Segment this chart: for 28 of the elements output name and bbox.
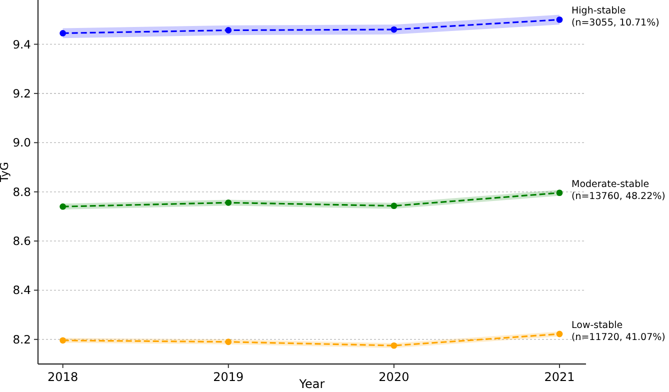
y-axis-title: TyG <box>0 162 11 184</box>
point <box>390 26 398 33</box>
series-label: Low-stable (n=11720, 41.07%) <box>572 320 666 343</box>
y-tick-label: 8.4 <box>12 283 31 298</box>
point <box>225 27 232 34</box>
y-tick-label: 9.4 <box>12 37 31 52</box>
x-tick-label: 2019 <box>213 370 244 384</box>
series-label: Moderate-stable (n=13760, 48.22%) <box>572 178 666 202</box>
y-tick-label: 9.2 <box>12 86 31 100</box>
x-tick-label: 2021 <box>544 370 575 384</box>
y-tick-label: 9.0 <box>12 136 31 150</box>
x-tick-label: 2018 <box>48 370 78 384</box>
series-label: High-stable (n=3055, 10.71%) <box>572 6 660 29</box>
y-tick-label: 8.2 <box>12 332 31 346</box>
point <box>60 30 66 36</box>
x-axis-title: Year <box>298 377 325 391</box>
y-tick-label: 8.6 <box>12 234 31 248</box>
point <box>390 202 398 210</box>
point <box>556 330 563 338</box>
point <box>390 342 398 349</box>
x-tick-label: 2020 <box>378 370 410 384</box>
point <box>225 199 232 206</box>
point <box>556 190 563 196</box>
point <box>225 338 232 346</box>
point <box>60 203 66 210</box>
y-tick-label: 8.8 <box>12 184 31 199</box>
point <box>60 337 66 344</box>
point <box>556 16 563 23</box>
